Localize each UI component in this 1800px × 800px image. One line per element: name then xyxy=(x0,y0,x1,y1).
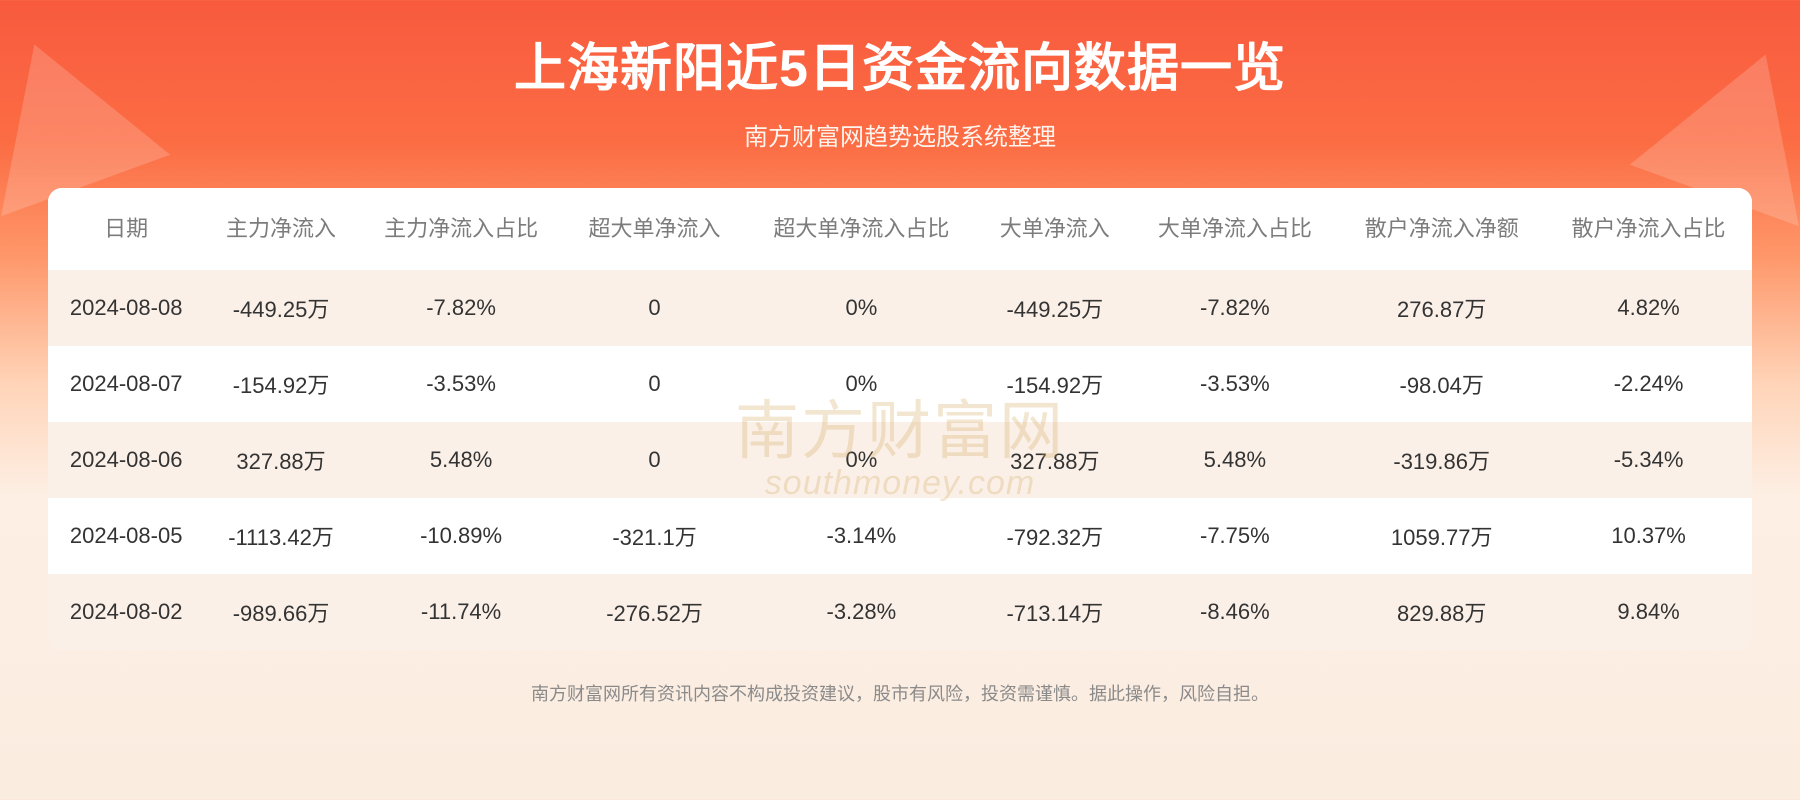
page-title: 上海新阳近5日资金流向数据一览 xyxy=(0,26,1800,101)
cell-date: 2024-08-06 xyxy=(48,422,204,498)
col-main-inflow: 主力净流入 xyxy=(204,188,357,270)
cell-date: 2024-08-05 xyxy=(48,498,204,574)
table-body: 2024-08-08 -449.25万 -7.82% 0 0% -449.25万… xyxy=(48,270,1752,650)
cell-date: 2024-08-02 xyxy=(48,574,204,650)
cell-value: 0 xyxy=(565,270,745,346)
cell-value: -10.89% xyxy=(358,498,565,574)
cell-value: -7.82% xyxy=(1131,270,1338,346)
fund-flow-table: 日期 主力净流入 主力净流入占比 超大单净流入 超大单净流入占比 大单净流入 大… xyxy=(48,188,1752,650)
cell-value: -449.25万 xyxy=(978,270,1131,346)
cell-value: -3.28% xyxy=(745,574,979,650)
cell-value: -98.04万 xyxy=(1338,346,1545,422)
cell-value: 0% xyxy=(745,346,979,422)
cell-value: 1059.77万 xyxy=(1338,498,1545,574)
disclaimer-text: 南方财富网所有资讯内容不构成投资建议，股市有风险，投资需谨慎。据此操作，风险自担… xyxy=(0,680,1800,706)
cell-value: -3.14% xyxy=(745,498,979,574)
cell-value: -1113.42万 xyxy=(204,498,357,574)
cell-value: 5.48% xyxy=(1131,422,1338,498)
col-retail-inflow-pct: 散户净流入占比 xyxy=(1545,188,1752,270)
cell-value: -11.74% xyxy=(358,574,565,650)
cell-value: 10.37% xyxy=(1545,498,1752,574)
cell-value: 4.82% xyxy=(1545,270,1752,346)
table-row: 2024-08-05 -1113.42万 -10.89% -321.1万 -3.… xyxy=(48,498,1752,574)
cell-value: -449.25万 xyxy=(204,270,357,346)
table-row: 2024-08-08 -449.25万 -7.82% 0 0% -449.25万… xyxy=(48,270,1752,346)
cell-value: -989.66万 xyxy=(204,574,357,650)
cell-value: -2.24% xyxy=(1545,346,1752,422)
cell-value: 0% xyxy=(745,422,979,498)
cell-value: 5.48% xyxy=(358,422,565,498)
col-retail-inflow: 散户净流入净额 xyxy=(1338,188,1545,270)
cell-value: -321.1万 xyxy=(565,498,745,574)
cell-value: -5.34% xyxy=(1545,422,1752,498)
col-large-inflow-pct: 大单净流入占比 xyxy=(1131,188,1338,270)
cell-value: -8.46% xyxy=(1131,574,1338,650)
cell-value: -3.53% xyxy=(1131,346,1338,422)
table-row: 2024-08-07 -154.92万 -3.53% 0 0% -154.92万… xyxy=(48,346,1752,422)
header-banner: 上海新阳近5日资金流向数据一览 南方财富网趋势选股系统整理 xyxy=(0,0,1800,152)
cell-value: 829.88万 xyxy=(1338,574,1545,650)
cell-value: -154.92万 xyxy=(204,346,357,422)
cell-value: 0 xyxy=(565,422,745,498)
cell-value: -792.32万 xyxy=(978,498,1131,574)
cell-value: 0% xyxy=(745,270,979,346)
cell-value: 327.88万 xyxy=(978,422,1131,498)
cell-value: -7.75% xyxy=(1131,498,1338,574)
col-xl-inflow: 超大单净流入 xyxy=(565,188,745,270)
cell-value: -7.82% xyxy=(358,270,565,346)
cell-value: 0 xyxy=(565,346,745,422)
col-xl-inflow-pct: 超大单净流入占比 xyxy=(745,188,979,270)
cell-value: -276.52万 xyxy=(565,574,745,650)
col-large-inflow: 大单净流入 xyxy=(978,188,1131,270)
cell-date: 2024-08-07 xyxy=(48,346,204,422)
table-row: 2024-08-02 -989.66万 -11.74% -276.52万 -3.… xyxy=(48,574,1752,650)
col-date: 日期 xyxy=(48,188,204,270)
cell-value: -713.14万 xyxy=(978,574,1131,650)
col-main-inflow-pct: 主力净流入占比 xyxy=(358,188,565,270)
cell-value: -154.92万 xyxy=(978,346,1131,422)
cell-value: -3.53% xyxy=(358,346,565,422)
page-subtitle: 南方财富网趋势选股系统整理 xyxy=(0,117,1800,152)
cell-date: 2024-08-08 xyxy=(48,270,204,346)
table-row: 2024-08-06 327.88万 5.48% 0 0% 327.88万 5.… xyxy=(48,422,1752,498)
cell-value: 327.88万 xyxy=(204,422,357,498)
cell-value: 9.84% xyxy=(1545,574,1752,650)
cell-value: 276.87万 xyxy=(1338,270,1545,346)
cell-value: -319.86万 xyxy=(1338,422,1545,498)
data-table-wrapper: 日期 主力净流入 主力净流入占比 超大单净流入 超大单净流入占比 大单净流入 大… xyxy=(48,188,1752,650)
table-header-row: 日期 主力净流入 主力净流入占比 超大单净流入 超大单净流入占比 大单净流入 大… xyxy=(48,188,1752,270)
